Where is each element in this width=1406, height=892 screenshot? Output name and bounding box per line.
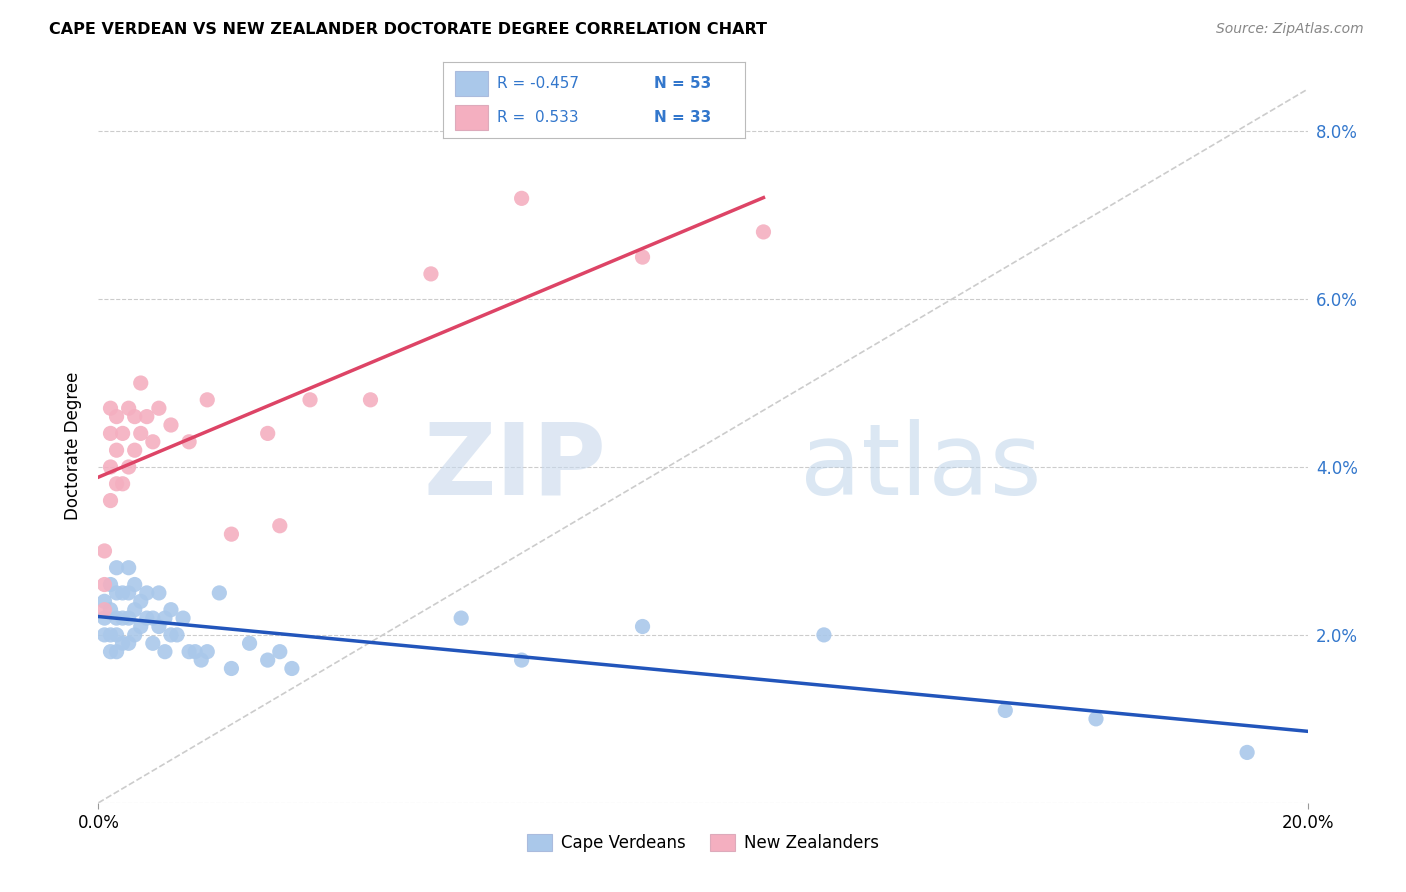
Point — [93, 594, 115, 608]
Point — [111, 476, 134, 491]
Point — [160, 417, 183, 432]
Point — [510, 653, 533, 667]
Text: R = -0.457: R = -0.457 — [498, 76, 579, 91]
Text: R =  0.533: R = 0.533 — [498, 110, 579, 125]
Point — [184, 645, 207, 659]
Point — [93, 611, 115, 625]
Point — [179, 434, 201, 449]
Point — [239, 636, 262, 650]
Point — [100, 493, 122, 508]
Point — [100, 603, 122, 617]
Point — [105, 586, 128, 600]
Point — [142, 611, 165, 625]
Point — [269, 518, 291, 533]
Point — [118, 560, 141, 574]
Point — [299, 392, 322, 407]
Text: N = 53: N = 53 — [655, 76, 711, 91]
Text: ZIP: ZIP — [423, 419, 606, 516]
Point — [111, 611, 134, 625]
Legend: Cape Verdeans, New Zealanders: Cape Verdeans, New Zealanders — [520, 827, 886, 859]
Point — [105, 645, 128, 659]
Point — [124, 577, 146, 591]
Point — [360, 392, 382, 407]
Point — [100, 645, 122, 659]
Point — [118, 460, 141, 475]
Point — [208, 586, 231, 600]
Point — [118, 636, 141, 650]
Point — [142, 434, 165, 449]
Point — [256, 653, 278, 667]
Point — [160, 628, 183, 642]
Point — [148, 401, 170, 416]
Point — [1236, 746, 1258, 760]
Point — [105, 628, 128, 642]
Point — [166, 628, 188, 642]
Point — [129, 619, 152, 633]
Point — [179, 645, 201, 659]
Point — [93, 577, 115, 591]
Point — [111, 586, 134, 600]
Point — [195, 392, 218, 407]
Point — [1085, 712, 1108, 726]
Point — [631, 250, 654, 264]
Point — [124, 628, 146, 642]
Point — [129, 376, 152, 390]
Point — [93, 603, 115, 617]
Point — [221, 661, 243, 675]
Point — [93, 544, 115, 558]
Point — [118, 586, 141, 600]
Point — [148, 586, 170, 600]
Point — [631, 619, 654, 633]
Point — [105, 560, 128, 574]
Point — [256, 426, 278, 441]
Point — [118, 611, 141, 625]
Point — [105, 409, 128, 424]
FancyBboxPatch shape — [456, 105, 488, 130]
Point — [135, 409, 157, 424]
Point — [100, 401, 122, 416]
Point — [129, 594, 152, 608]
Point — [129, 426, 152, 441]
Point — [510, 191, 533, 205]
Point — [281, 661, 304, 675]
Point — [124, 409, 146, 424]
Text: Source: ZipAtlas.com: Source: ZipAtlas.com — [1216, 22, 1364, 37]
Point — [100, 577, 122, 591]
Point — [269, 645, 291, 659]
Point — [111, 636, 134, 650]
Text: atlas: atlas — [800, 419, 1042, 516]
Point — [142, 636, 165, 650]
Point — [135, 586, 157, 600]
Point — [124, 603, 146, 617]
Point — [105, 611, 128, 625]
Point — [195, 645, 218, 659]
Point — [160, 603, 183, 617]
Point — [135, 611, 157, 625]
Point — [153, 611, 176, 625]
Point — [813, 628, 835, 642]
Point — [100, 460, 122, 475]
Point — [93, 628, 115, 642]
FancyBboxPatch shape — [456, 70, 488, 95]
Text: N = 33: N = 33 — [655, 110, 711, 125]
Point — [100, 628, 122, 642]
Point — [105, 476, 128, 491]
Point — [124, 443, 146, 458]
Y-axis label: Doctorate Degree: Doctorate Degree — [65, 372, 83, 520]
Point — [420, 267, 443, 281]
Point — [100, 426, 122, 441]
Point — [190, 653, 212, 667]
Point — [153, 645, 176, 659]
Point — [111, 426, 134, 441]
Point — [148, 619, 170, 633]
Point — [118, 401, 141, 416]
Point — [221, 527, 243, 541]
Point — [105, 443, 128, 458]
Point — [752, 225, 775, 239]
Text: CAPE VERDEAN VS NEW ZEALANDER DOCTORATE DEGREE CORRELATION CHART: CAPE VERDEAN VS NEW ZEALANDER DOCTORATE … — [49, 22, 768, 37]
Point — [450, 611, 472, 625]
Point — [172, 611, 194, 625]
Point — [994, 703, 1017, 717]
